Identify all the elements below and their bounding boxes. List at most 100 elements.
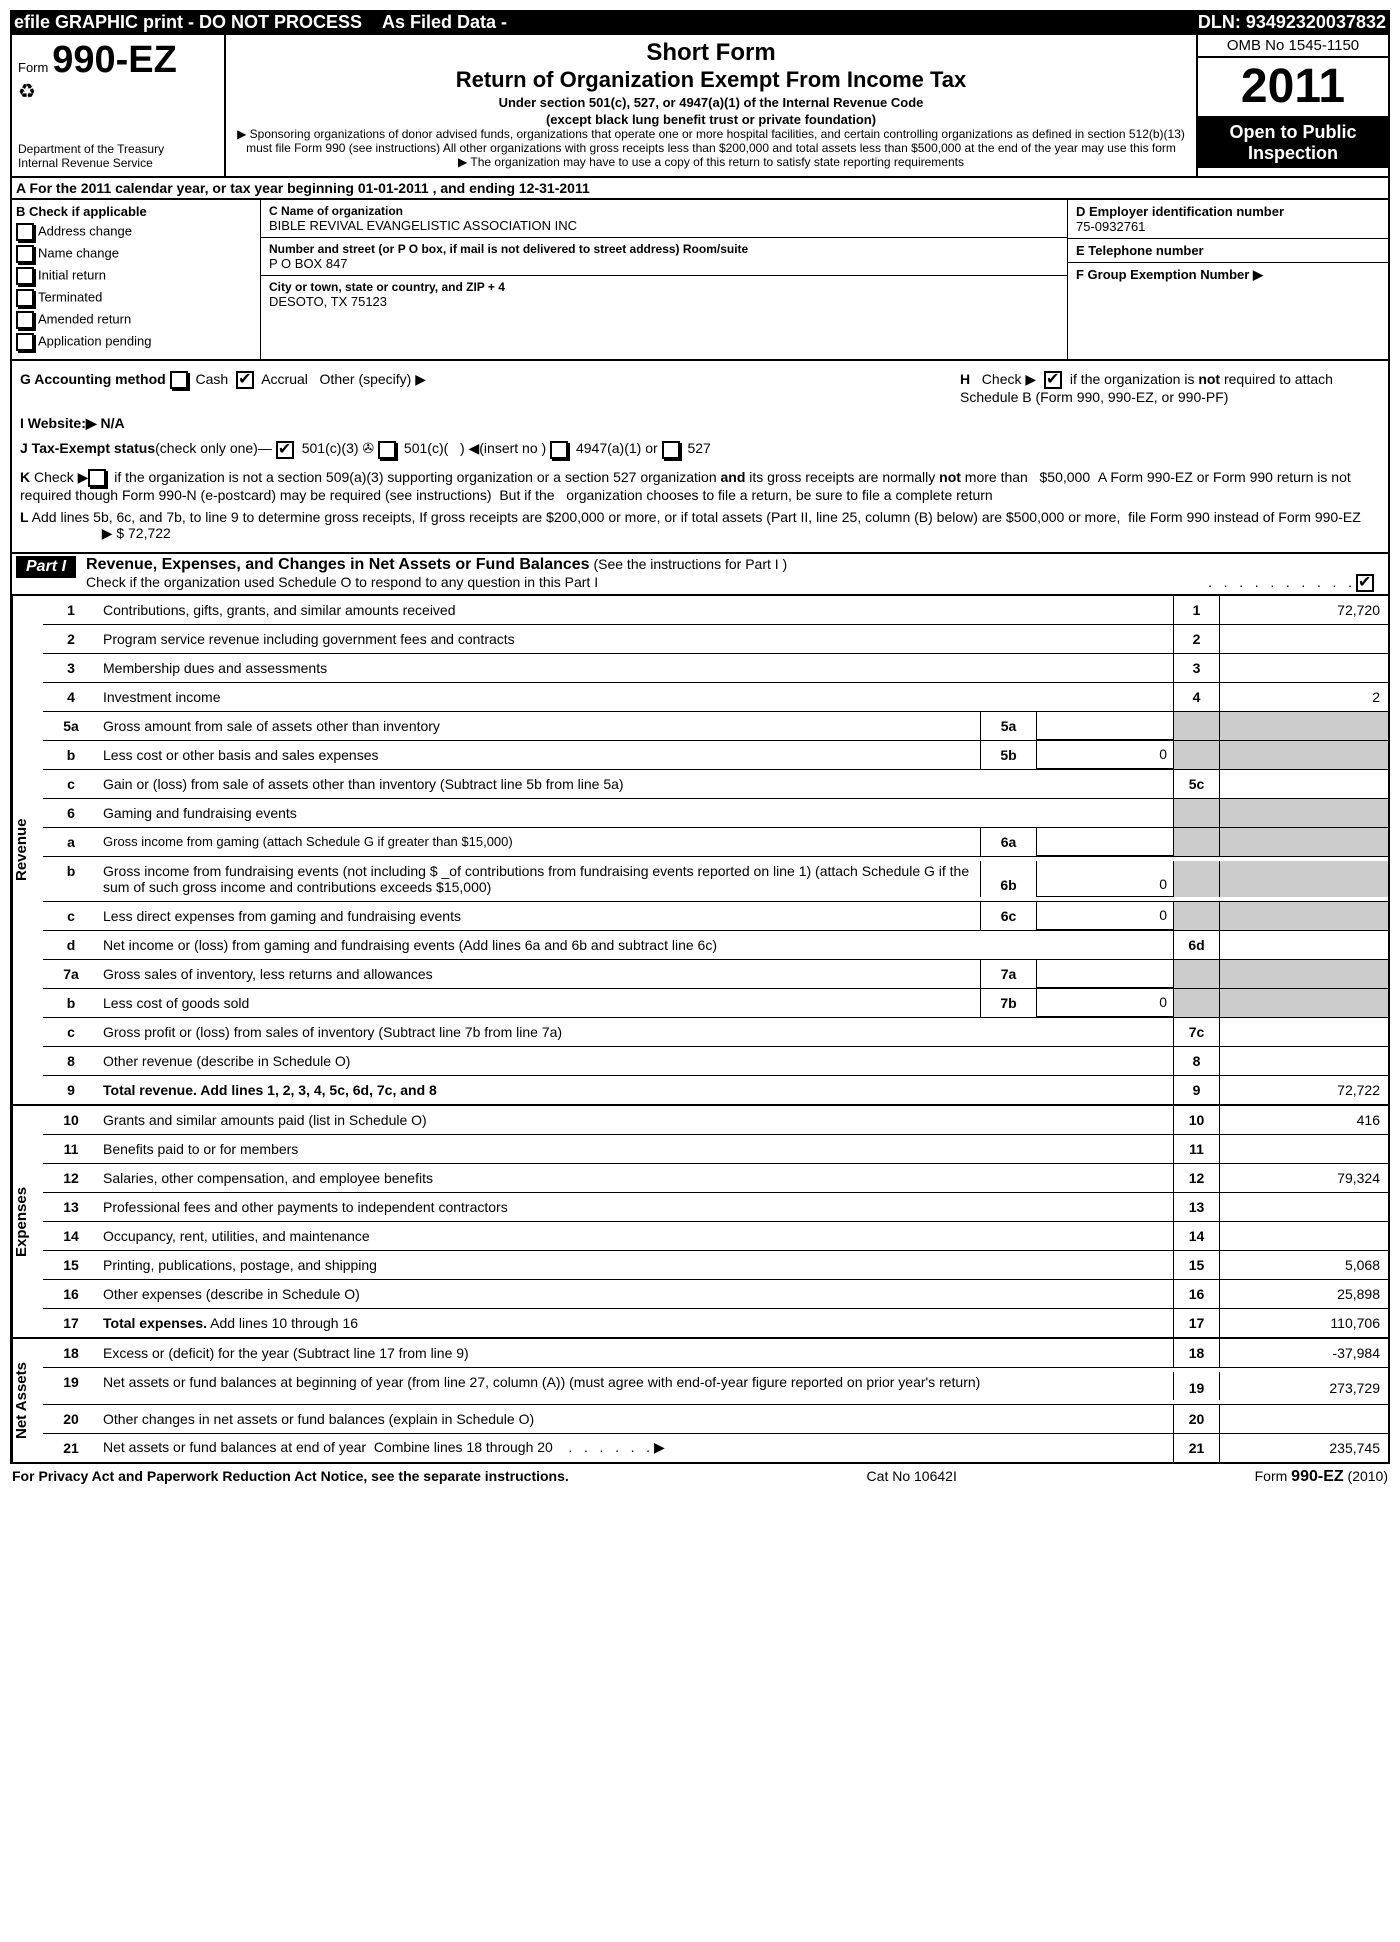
line-11-num: 11 <box>43 1139 99 1159</box>
line-5c-text: Gain or (loss) from sale of assets other… <box>99 774 1173 794</box>
irs-label: Internal Revenue Service <box>18 156 218 170</box>
shade-5a <box>1173 712 1219 740</box>
line-2-num: 2 <box>43 629 99 649</box>
line-4-val: 2 <box>1219 683 1388 711</box>
tax-year: 2011 <box>1198 58 1388 118</box>
line-7c-num: c <box>43 1022 99 1042</box>
shade-7b-v <box>1219 989 1388 1017</box>
sponsor-note: ▶ Sponsoring organizations of donor advi… <box>236 127 1186 155</box>
line-17-rn: 17 <box>1173 1309 1219 1337</box>
line-21-num: 21 <box>43 1438 99 1458</box>
line-14-val <box>1219 1222 1388 1250</box>
shade-5a-v <box>1219 712 1388 740</box>
line-8-val <box>1219 1047 1388 1075</box>
checkbox-k[interactable] <box>88 469 106 487</box>
checkbox-cash[interactable] <box>170 371 188 389</box>
line-15-text: Printing, publications, postage, and shi… <box>99 1255 1173 1275</box>
shade-6b-v <box>1219 861 1388 897</box>
line-6c-sv: 0 <box>1036 902 1173 930</box>
line-7c-rn: 7c <box>1173 1018 1219 1046</box>
g-label: G Accounting method <box>20 371 166 387</box>
col-b-checkboxes: B Check if applicable Address change Nam… <box>12 200 261 359</box>
h-schedule-b: H Check ▶ if the organization is not req… <box>960 371 1380 405</box>
line-5b-sn: 5b <box>980 741 1036 769</box>
header-left: Form 990-EZ ♻ Department of the Treasury… <box>12 35 226 176</box>
checkbox-501c[interactable] <box>378 441 396 459</box>
checkbox-pending[interactable] <box>16 333 34 351</box>
line-11-val <box>1219 1135 1388 1163</box>
row-a-tax-year: A For the 2011 calendar year, or tax yea… <box>10 178 1390 200</box>
checkbox-part1-scho[interactable] <box>1356 574 1374 592</box>
shade-6a <box>1173 828 1219 856</box>
checkbox-h[interactable] <box>1044 371 1062 389</box>
line-18-rn: 18 <box>1173 1339 1219 1367</box>
b-item-5: Application pending <box>38 333 151 348</box>
part1-badge: Part I <box>16 556 76 578</box>
shade-7a-v <box>1219 960 1388 988</box>
b-item-0: Address change <box>38 223 132 238</box>
checkbox-address-change[interactable] <box>16 223 34 241</box>
line-21-text: Net assets or fund balances at end of ye… <box>99 1437 1173 1458</box>
form-prefix: Form <box>18 60 48 75</box>
line-17-num: 17 <box>43 1313 99 1333</box>
part1-check-text: Check if the organization used Schedule … <box>86 574 1208 592</box>
line-10-val: 416 <box>1219 1106 1388 1134</box>
col-d-ein: D Employer identification number 75-0932… <box>1067 200 1388 359</box>
line-6b-sn: 6b <box>980 861 1036 897</box>
line-9-text: Total revenue. Add lines 1, 2, 3, 4, 5c,… <box>99 1080 1173 1100</box>
footer-left: For Privacy Act and Paperwork Reduction … <box>12 1468 569 1486</box>
line-6c-num: c <box>43 906 99 926</box>
shade-7a <box>1173 960 1219 988</box>
line-16-num: 16 <box>43 1284 99 1304</box>
line-20-val <box>1219 1405 1388 1433</box>
page-footer: For Privacy Act and Paperwork Reduction … <box>10 1464 1390 1490</box>
topbar-mid: As Filed Data - <box>362 12 1198 33</box>
line-15-rn: 15 <box>1173 1251 1219 1279</box>
line-16-rn: 16 <box>1173 1280 1219 1308</box>
checkbox-4947[interactable] <box>550 441 568 459</box>
line-6a-sn: 6a <box>980 828 1036 856</box>
line-14-text: Occupancy, rent, utilities, and maintena… <box>99 1226 1173 1246</box>
line-10-text: Grants and similar amounts paid (list in… <box>99 1110 1173 1130</box>
c-street-label: Number and street (or P O box, if mail i… <box>269 242 1059 256</box>
line-4-rn: 4 <box>1173 683 1219 711</box>
checkbox-initial-return[interactable] <box>16 267 34 285</box>
checkbox-accrual[interactable] <box>236 371 254 389</box>
line-6d-rn: 6d <box>1173 931 1219 959</box>
line-7b-sv: 0 <box>1036 989 1173 1017</box>
line-4-num: 4 <box>43 687 99 707</box>
shade-6c <box>1173 902 1219 930</box>
line-3-rn: 3 <box>1173 654 1219 682</box>
checkbox-501c3[interactable] <box>276 441 294 459</box>
checkbox-527[interactable] <box>662 441 680 459</box>
line-2-rn: 2 <box>1173 625 1219 653</box>
line-8-text: Other revenue (describe in Schedule O) <box>99 1051 1173 1071</box>
shade-6a-v <box>1219 828 1388 856</box>
line-5b-num: b <box>43 745 99 765</box>
omb-number: OMB No 1545-1150 <box>1198 35 1388 58</box>
line-7b-text: Less cost of goods sold <box>99 993 980 1013</box>
line-9-rn: 9 <box>1173 1076 1219 1104</box>
line-12-rn: 12 <box>1173 1164 1219 1192</box>
line-9-num: 9 <box>43 1080 99 1100</box>
line-1-num: 1 <box>43 600 99 620</box>
line-7a-sv <box>1036 960 1173 988</box>
net-assets-section: Net Assets 18Excess or (deficit) for the… <box>10 1339 1390 1464</box>
shade-5b <box>1173 741 1219 769</box>
line-6-num: 6 <box>43 803 99 823</box>
line-16-val: 25,898 <box>1219 1280 1388 1308</box>
checkbox-name-change[interactable] <box>16 245 34 263</box>
c-city-label: City or town, state or country, and ZIP … <box>269 280 1059 294</box>
line-6d-val <box>1219 931 1388 959</box>
line-7c-val <box>1219 1018 1388 1046</box>
section-bcdef: B Check if applicable Address change Nam… <box>10 200 1390 361</box>
line-9-val: 72,722 <box>1219 1076 1388 1104</box>
line-20-text: Other changes in net assets or fund bala… <box>99 1409 1173 1429</box>
revenue-section: Revenue 1Contributions, gifts, grants, a… <box>10 596 1390 1106</box>
line-14-num: 14 <box>43 1226 99 1246</box>
line-16-text: Other expenses (describe in Schedule O) <box>99 1284 1173 1304</box>
checkbox-amended[interactable] <box>16 311 34 329</box>
checkbox-terminated[interactable] <box>16 289 34 307</box>
c-name-label: C Name of organization <box>269 204 1059 218</box>
line-21-rn: 21 <box>1173 1434 1219 1462</box>
